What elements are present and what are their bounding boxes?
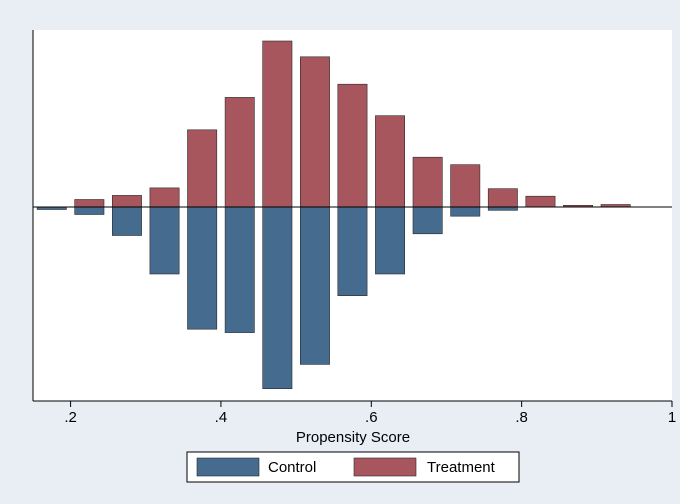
bar-treatment-6 [262, 40, 293, 208]
x-tick-label: .2 [64, 409, 77, 426]
bar-control-1 [74, 206, 105, 215]
legend-swatch-control [196, 457, 260, 477]
x-axis-label: Propensity Score [296, 429, 410, 446]
x-tick-label: .8 [515, 409, 528, 426]
bar-control-10 [412, 206, 443, 235]
bar-treatment-7 [299, 56, 330, 208]
legend-swatch-treatment [353, 457, 417, 477]
bar-control-3 [149, 206, 180, 275]
legend-label-control: Control [268, 459, 316, 476]
bar-control-6 [262, 206, 293, 389]
bar-control-2 [112, 206, 142, 236]
x-ticks-group: .2 .4 .6 .8 1 [64, 401, 676, 426]
bar-treatment-4 [187, 129, 218, 208]
bar-control-9 [375, 206, 405, 275]
bar-treatment-12 [487, 188, 518, 208]
bar-control-4 [187, 206, 218, 330]
legend-label-treatment: Treatment [427, 459, 496, 476]
x-tick-label: .6 [365, 409, 378, 426]
legend-items: Control Treatment [196, 457, 496, 477]
bar-treatment-8 [337, 83, 368, 208]
legend: Control Treatment [186, 451, 520, 483]
bar-treatment-11 [450, 164, 481, 208]
bar-treatment-3 [149, 187, 180, 208]
bar-control-8 [337, 206, 368, 296]
bar-control-11 [450, 206, 481, 217]
bar-treatment-1 [74, 199, 105, 208]
bar-treatment-9 [375, 115, 405, 208]
bar-control-7 [299, 206, 330, 365]
bar-control-5 [224, 206, 255, 333]
x-tick-label: 1 [668, 409, 676, 426]
bar-treatment-13 [525, 195, 556, 208]
x-tick-label: .4 [215, 409, 228, 426]
bar-treatment-5 [224, 97, 255, 208]
bar-treatment-2 [112, 195, 142, 208]
bar-treatment-10 [412, 156, 443, 208]
bars-group [36, 40, 631, 389]
